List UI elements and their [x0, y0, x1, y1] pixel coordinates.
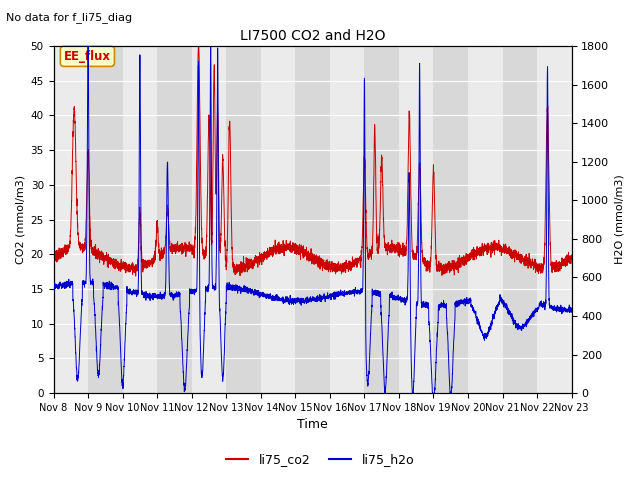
Bar [364, 46, 399, 393]
Bar [537, 46, 572, 393]
Legend: li75_co2, li75_h2o: li75_co2, li75_h2o [221, 448, 419, 471]
Bar [399, 46, 433, 393]
Bar [226, 46, 260, 393]
Y-axis label: H2O (mmol/m3): H2O (mmol/m3) [615, 175, 625, 264]
Title: LI7500 CO2 and H2O: LI7500 CO2 and H2O [240, 29, 385, 43]
X-axis label: Time: Time [297, 419, 328, 432]
Bar [433, 46, 468, 393]
Bar [123, 46, 157, 393]
Bar [157, 46, 191, 393]
Bar [54, 46, 88, 393]
Bar [295, 46, 330, 393]
Text: EE_flux: EE_flux [64, 50, 111, 63]
Bar [468, 46, 502, 393]
Bar [191, 46, 226, 393]
Bar [502, 46, 537, 393]
Y-axis label: CO2 (mmol/m3): CO2 (mmol/m3) [15, 175, 25, 264]
Bar [330, 46, 364, 393]
Bar [88, 46, 123, 393]
Bar [572, 46, 606, 393]
Text: No data for f_li75_diag: No data for f_li75_diag [6, 12, 132, 23]
Bar [260, 46, 295, 393]
